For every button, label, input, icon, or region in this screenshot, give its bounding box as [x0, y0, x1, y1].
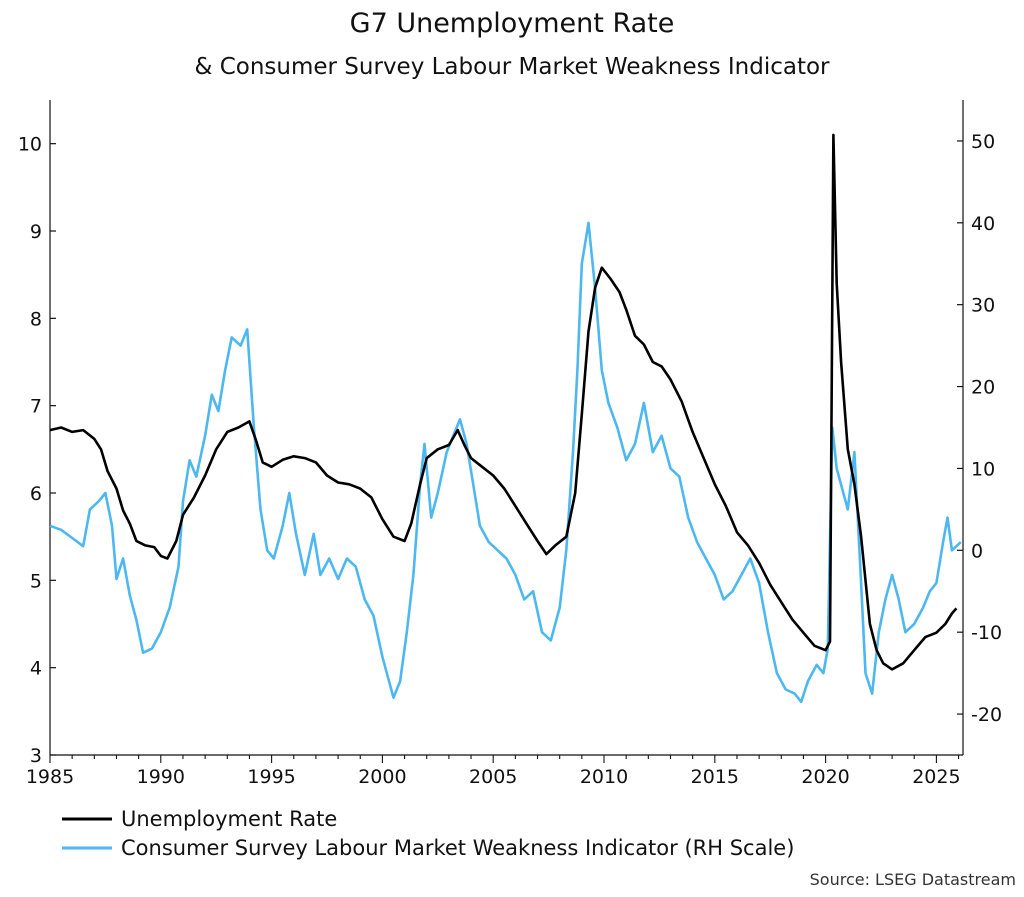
right-tick-label: 0: [971, 540, 983, 562]
right-tick-label: -10: [971, 622, 1002, 644]
labour-weakness-indicator-line: [49, 221, 962, 704]
left-tick-label: 10: [18, 134, 42, 156]
left-tick-label: 8: [30, 308, 42, 330]
unemployment-rate-line: [49, 133, 958, 671]
axes: [49, 100, 964, 763]
chart-title: G7 Unemployment Rate: [349, 8, 675, 39]
right-tick-label: -20: [971, 704, 1002, 726]
legend-label: Unemployment Rate: [121, 807, 337, 831]
right-tick-label: 40: [971, 213, 995, 235]
x-tick-label: 2005: [469, 766, 517, 788]
right-tick-label: 20: [971, 377, 995, 399]
x-tick-label: 2010: [580, 766, 628, 788]
left-tick-label: 7: [30, 396, 42, 418]
right-tick-label: 10: [971, 458, 995, 480]
left-tick-label: 4: [30, 658, 42, 680]
x-tick-label: 2020: [801, 766, 849, 788]
x-tick-label: 1990: [137, 766, 185, 788]
x-tick-label: 1995: [247, 766, 295, 788]
x-tick-label: 1985: [26, 766, 74, 788]
left-tick-label: 9: [30, 221, 42, 243]
right-tick-label: 50: [971, 131, 995, 153]
x-tick-label: 2015: [691, 766, 739, 788]
legend-label: Consumer Survey Labour Market Weakness I…: [121, 836, 794, 860]
left-tick-label: 3: [30, 745, 42, 767]
chart-subtitle: & Consumer Survey Labour Market Weakness…: [194, 54, 830, 80]
right-tick-label: 30: [971, 295, 995, 317]
tick-labels: 3 4 5 6 7 8 9 10 -20 -10 0 10 20 30 40 50 1985 1990 1995 20…: [18, 131, 1002, 788]
left-tick-label: 6: [30, 483, 42, 505]
series-lines: [49, 133, 962, 704]
legend: Unemployment Rate Consumer Survey Labour …: [62, 807, 794, 860]
left-tick-label: 5: [30, 570, 42, 592]
source-note: Source: LSEG Datastream: [809, 870, 1016, 889]
x-tick-label: 2000: [358, 766, 406, 788]
x-tick-label: 2025: [912, 766, 960, 788]
